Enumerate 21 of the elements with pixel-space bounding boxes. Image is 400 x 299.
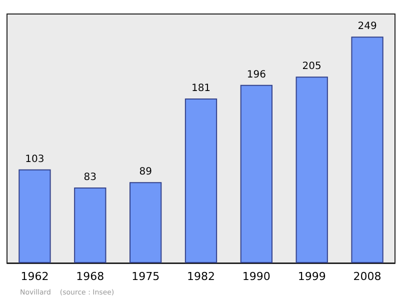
data-label: 89 <box>139 166 152 178</box>
x-tick-label: 1990 <box>242 270 270 283</box>
x-tick-label: 1982 <box>187 270 215 283</box>
x-tick-label: 1999 <box>298 270 326 283</box>
data-label: 249 <box>358 21 377 32</box>
x-tick-label: 1962 <box>20 270 49 283</box>
bar <box>184 98 218 263</box>
x-tick-label: 1975 <box>132 270 160 283</box>
data-label: 196 <box>246 69 266 80</box>
data-label: 83 <box>84 172 97 184</box>
data-label: 205 <box>302 61 322 72</box>
bar <box>240 84 273 263</box>
data-label: 181 <box>191 82 211 94</box>
x-tick-label: 1968 <box>76 270 104 283</box>
x-tick-label: 2008 <box>353 270 382 283</box>
bar <box>296 76 328 263</box>
bar <box>351 36 384 263</box>
bar <box>129 182 162 263</box>
data-label: 103 <box>25 154 44 165</box>
bar <box>18 169 51 263</box>
bar <box>74 188 106 263</box>
